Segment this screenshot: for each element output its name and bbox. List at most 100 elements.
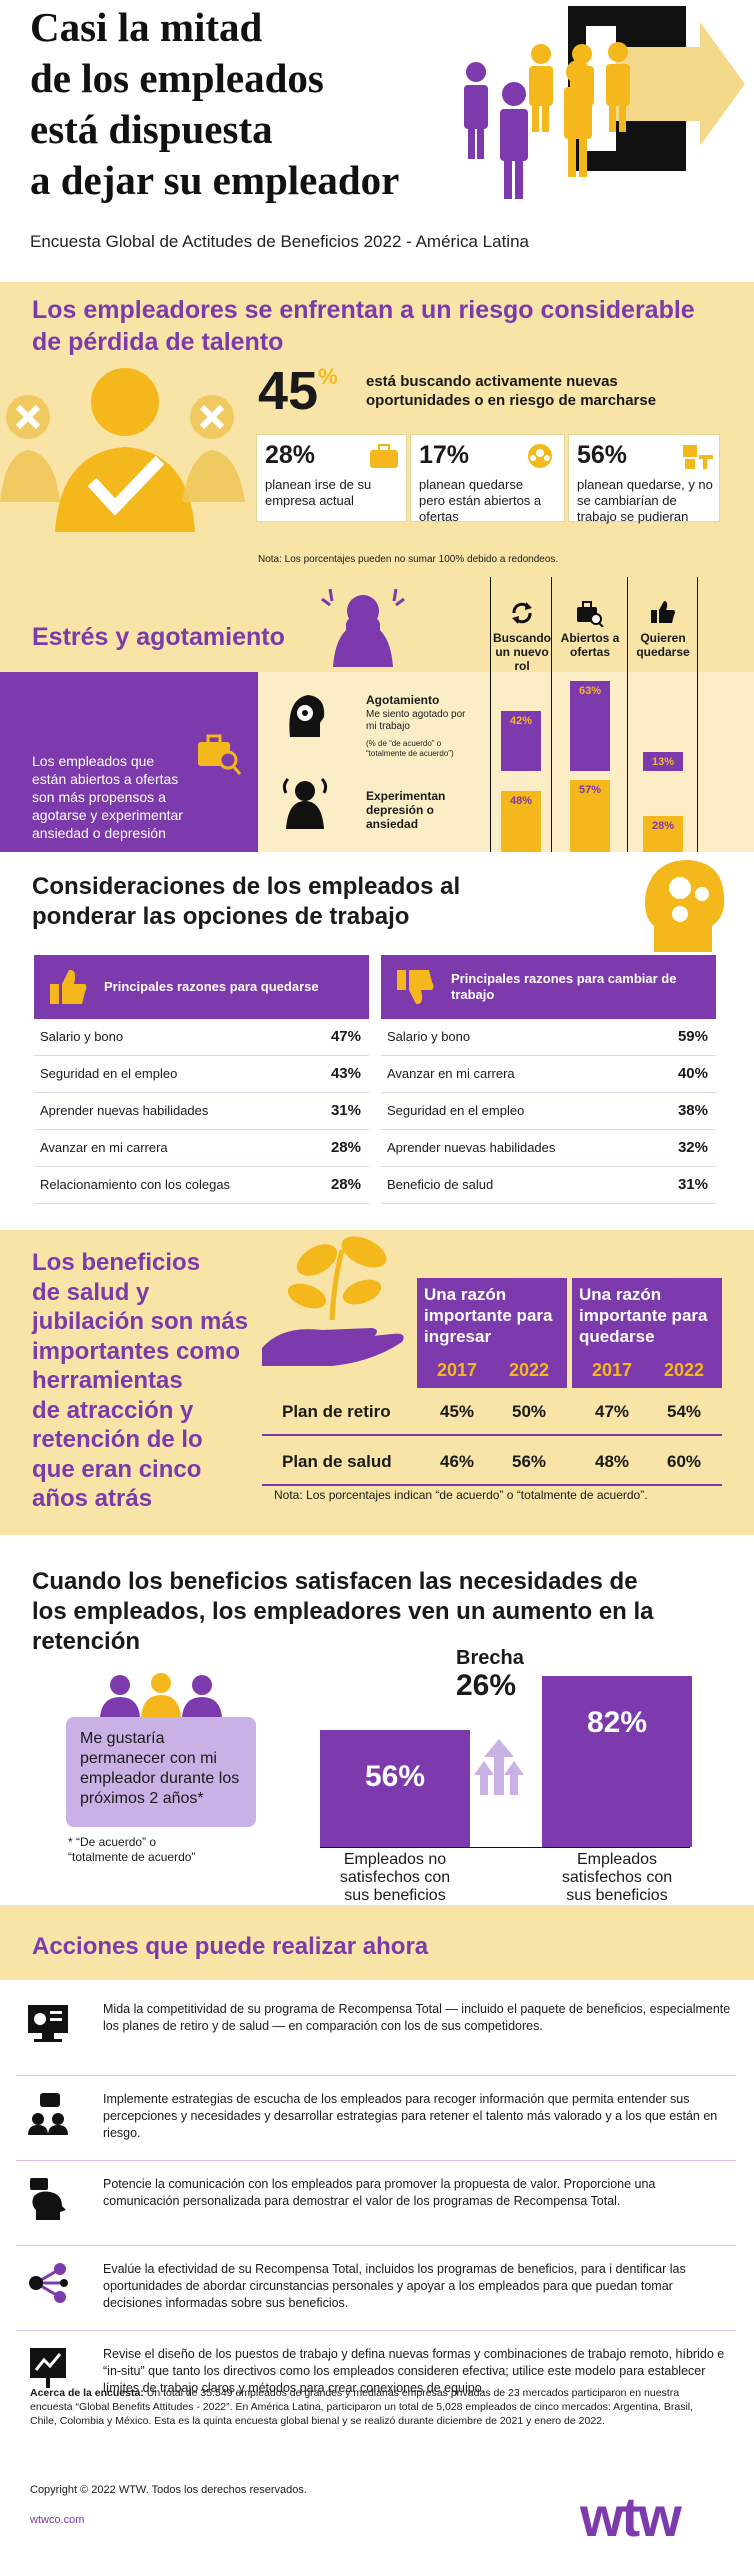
row-label: Beneficio de salud (387, 1177, 494, 1192)
bar-category-label: Empleados no satisfechos con sus benefic… (339, 1851, 451, 1904)
stress-bar-label: 42% (509, 715, 533, 727)
gap-value: 26% (456, 1669, 517, 1702)
year-2017: 2017 (436, 1360, 478, 1380)
action-text: Mida la competitividad de su programa de… (103, 2002, 731, 2033)
stress-bar-label: 28% (651, 820, 675, 833)
stress-heading: Estrés y agotamiento (32, 623, 285, 651)
table-row: Salario y bono 47% (34, 1019, 369, 1056)
benefits-section: Los beneficios de salud y jubilación son… (0, 1230, 754, 1535)
row-value: 43% (330, 1065, 361, 1082)
row-note: (% de “de acuerdo” o “totalmente de acue… (366, 739, 454, 758)
talent-section: Los empleadores se enfrentan a un riesgo… (0, 282, 754, 577)
bar-value-label: 82% (586, 1706, 648, 1739)
row-label: Plan de salud (282, 1452, 392, 1471)
row-label: Aprender nuevas habilidades (387, 1140, 556, 1155)
row-label: Seguridad en el empleo (40, 1066, 178, 1081)
team-icon (528, 444, 552, 468)
table-row: Relacionamiento con los colegas 28% (34, 1167, 369, 1204)
row-value: 31% (330, 1102, 361, 1119)
row-value: 47% (594, 1402, 630, 1421)
action-text: Implemente estrategias de escucha de los… (103, 2092, 718, 2140)
action-text: Potencie la comunicación con los emplead… (103, 2177, 656, 2208)
retention-bubble: Me gustaría permanecer con mi empleador … (66, 1717, 256, 1827)
big-stat-number: 45 (258, 361, 319, 421)
considerations-heading: Consideraciones de los empleados al pond… (32, 873, 461, 930)
row-burnout-label: Agotamiento Me siento agotado por mi tra… (366, 693, 476, 759)
stress-bar (501, 791, 541, 852)
stat-value: 28% (265, 441, 316, 469)
briefcase-search-icon (577, 601, 604, 627)
stress-bar-label: 57% (578, 783, 602, 796)
chart-baseline (320, 1847, 690, 1848)
divider (16, 2160, 736, 2161)
actions-heading: Acciones que puede realizar ahora (32, 1933, 429, 1960)
stay-reasons-header: Principales razones para quedarse (34, 955, 369, 1019)
row-label: Aprender nuevas habilidades (40, 1103, 209, 1118)
row-value: 54% (666, 1402, 702, 1421)
talent-note: Nota: Los porcentajes pueden no sumar 10… (258, 554, 559, 565)
action-item: Mida la competitividad de su programa de… (0, 1985, 754, 2071)
table-row: Avanzar en mi carrera 28% (34, 1130, 369, 1167)
talent-heading: Los empleadores se enfrentan a un riesgo… (32, 296, 695, 356)
page-title: Casi la mitad de los empleados está disp… (30, 4, 400, 203)
stress-bar (643, 816, 683, 852)
stress-bar (570, 681, 610, 771)
row-label: Agotamiento (366, 693, 440, 707)
action-item: Implemente estrategias de escucha de los… (0, 2075, 754, 2161)
about-label: Acerca de la encuesta: (30, 2387, 144, 2399)
stat-text: planean quedarse, y no se cambiarían de … (577, 477, 713, 524)
header-section: Casi la mitad de los empleados está disp… (0, 0, 754, 282)
row-value: 59% (677, 1028, 708, 1045)
action-item: Revise el diseño de los puestos de traba… (0, 2330, 754, 2416)
table-row: Seguridad en el empleo 38% (381, 1093, 716, 1130)
action-item: Potencie la comunicación con los emplead… (0, 2160, 754, 2246)
row-value: 40% (677, 1065, 708, 1082)
col-open: Abiertos a ofertas (552, 577, 628, 852)
stress-bar-label: 13% (651, 756, 675, 769)
benefits-table: Una razón importante para ingresar Una r… (262, 1278, 734, 1498)
big-stat-text: está buscando activamente nuevas oportun… (366, 373, 657, 409)
network-icon (26, 2261, 70, 2305)
table-row: Aprender nuevas habilidades 32% (381, 1130, 716, 1167)
actions-heading-band (0, 1905, 754, 1980)
row-value: 56% (511, 1452, 547, 1471)
dashboard-icon (26, 2001, 70, 2045)
divider (16, 2330, 736, 2331)
wtw-logo: wtw (580, 2485, 682, 2548)
big-stat-percent: % (318, 364, 338, 389)
thumbs-up-icon (651, 601, 675, 623)
arrows-up-icon (474, 1739, 524, 1795)
year-2022: 2022 (663, 1360, 705, 1380)
row-value: 47% (330, 1028, 361, 1045)
table-row: Beneficio de salud 31% (381, 1167, 716, 1204)
row-value: 45% (439, 1402, 475, 1421)
row-value: 38% (677, 1102, 708, 1119)
burnout-head-icon (289, 695, 325, 737)
website-link[interactable]: wtwco.com (30, 2514, 85, 2526)
col-header: Abiertos a ofertas (560, 631, 620, 659)
stress-bar (501, 711, 541, 771)
group-stay-header (572, 1278, 722, 1388)
stay-reasons-table: Principales razones para quedarse Salari… (34, 955, 369, 1204)
col-stay: Quieren quedarse (628, 577, 698, 852)
thumbs-down-icon (397, 970, 434, 1005)
row-sublabel: Me siento agotado por mi trabajo (366, 709, 466, 732)
row-value: 28% (330, 1139, 361, 1156)
row-label: Avanzar en mi carrera (40, 1140, 168, 1155)
bar-satisfied (542, 1676, 692, 1847)
thumbs-up-icon (50, 969, 87, 1004)
stat-value: 56% (577, 441, 628, 469)
col-seeking: Buscando un nuevo rol (490, 577, 552, 852)
row-value: 48% (594, 1452, 630, 1471)
row-label: Avanzar en mi carrera (387, 1066, 515, 1081)
actions-section: Acciones que puede realizar ahora (0, 1905, 754, 2295)
strategy-icon (26, 2346, 70, 2390)
table-row: Salario y bono 59% (381, 1019, 716, 1056)
stat-card-leave: 28% planean irse de su empresa actual (256, 434, 407, 522)
group-join-header (417, 1278, 567, 1388)
change-reasons-header: Principales razones para cambiar de trab… (381, 955, 716, 1019)
stat-text: planean quedarse pero están abiertos a o… (419, 477, 542, 524)
retention-chart: Brecha 26% 56% 82% Empleados no satisfec… (320, 1647, 720, 1904)
table-row: Plan de retiro 45% 50% 47% 54% (262, 1388, 722, 1436)
action-text: Revise el diseño de los puestos de traba… (103, 2347, 725, 2395)
